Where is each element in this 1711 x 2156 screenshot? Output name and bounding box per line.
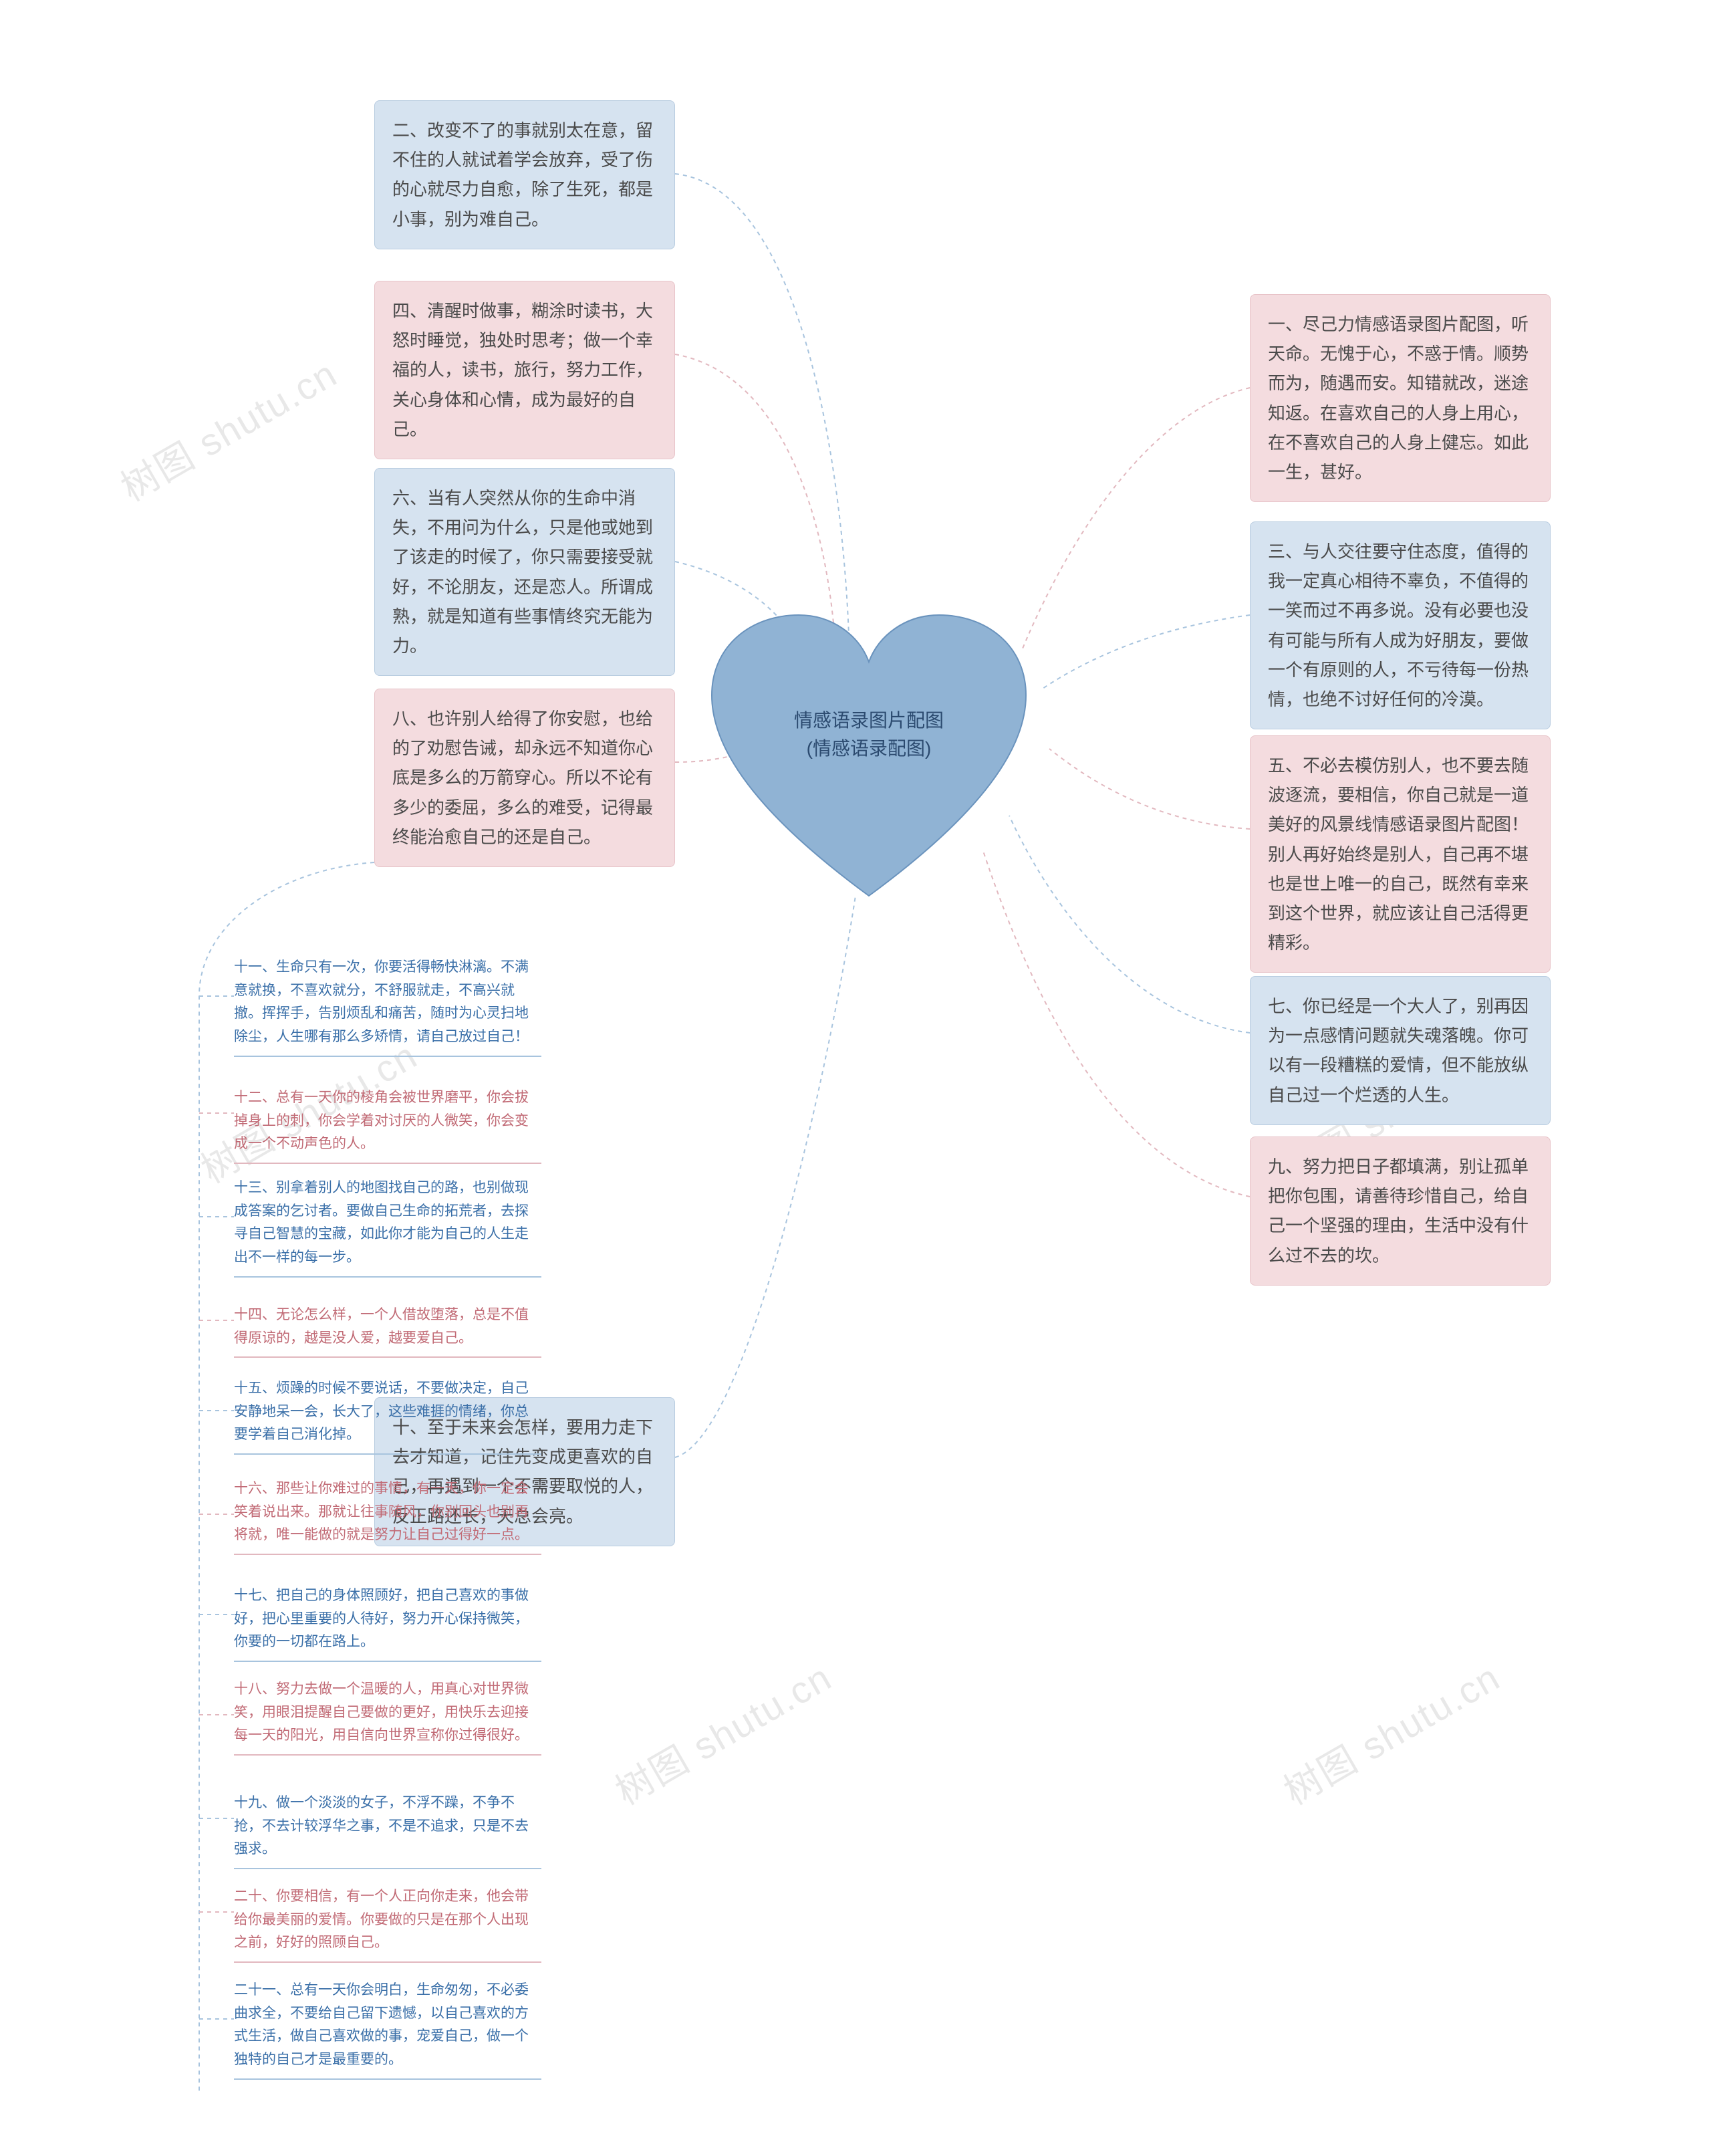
small-15: 十五、烦躁的时候不要说话，不要做决定，自己安静地呆一会，长大了，这些难捱的情绪，… bbox=[234, 1377, 541, 1455]
node-6: 六、当有人突然从你的生命中消失，不用问为什么，只是他或她到了该走的时候了，你只需… bbox=[374, 468, 675, 676]
small-21: 二十一、总有一天你会明白，生命匆匆，不必委曲求全，不要给自己留下遗憾，以自己喜欢… bbox=[234, 1979, 541, 2080]
node-5: 五、不必去模仿别人，也不要去随波逐流，要相信，你自己就是一道美好的风景线情感语录… bbox=[1250, 735, 1551, 973]
node-7: 七、你已经是一个大人了，别再因为一点感情问题就失魂落魄。你可以有一段糟糕的爱情，… bbox=[1250, 976, 1551, 1125]
node-9: 九、努力把日子都填满，别让孤单把你包围，请善待珍惜自己，给自己一个坚强的理由，生… bbox=[1250, 1136, 1551, 1286]
center-heart: 情感语录图片配图(情感语录配图) bbox=[702, 608, 1036, 909]
small-19: 十九、做一个淡淡的女子，不浮不躁，不争不抢，不去计较浮华之事，不是不追求，只是不… bbox=[234, 1792, 541, 1869]
watermark: 树图 shutu.cn bbox=[604, 1648, 840, 1816]
watermark: 树图 shutu.cn bbox=[1273, 1648, 1508, 1816]
node-3: 三、与人交往要守住态度，值得的我一定真心相待不辜负，不值得的一笑而过不再多说。没… bbox=[1250, 521, 1551, 729]
small-16: 十六、那些让你难过的事情，有一天，你一定会笑着说出来。那就让往事随风，你别回头也… bbox=[234, 1477, 541, 1555]
small-11: 十一、生命只有一次，你要活得畅快淋漓。不满意就换，不喜欢就分，不舒服就走，不高兴… bbox=[234, 956, 541, 1057]
small-18: 十八、努力去做一个温暖的人，用真心对世界微笑，用眼泪提醒自己要做的更好，用快乐去… bbox=[234, 1678, 541, 1756]
node-4: 四、清醒时做事，糊涂时读书，大怒时睡觉，独处时思考；做一个幸福的人，读书，旅行，… bbox=[374, 281, 675, 459]
node-8: 八、也许别人给得了你安慰，也给的了劝慰告诫，却永远不知道你心底是多么的万箭穿心。… bbox=[374, 689, 675, 867]
small-17: 十七、把自己的身体照顾好，把自己喜欢的事做好，把心里重要的人待好，努力开心保持微… bbox=[234, 1584, 541, 1662]
small-14: 十四、无论怎么样，一个人借故堕落，总是不值得原谅的，越是没人爱，越要爱自己。 bbox=[234, 1304, 541, 1358]
node-1: 一、尽己力情感语录图片配图，听天命。无愧于心，不惑于情。顺势而为，随遇而安。知错… bbox=[1250, 294, 1551, 502]
watermark: 树图 shutu.cn bbox=[110, 344, 346, 512]
small-12: 十二、总有一天你的棱角会被世界磨平，你会拔掉身上的刺，你会学着对讨厌的人微笑，你… bbox=[234, 1086, 541, 1164]
node-2: 二、改变不了的事就别太在意，留不住的人就试着学会放弃，受了伤的心就尽力自愈，除了… bbox=[374, 100, 675, 249]
center-title: 情感语录图片配图(情感语录配图) bbox=[782, 707, 956, 763]
small-13: 十三、别拿着别人的地图找自己的路，也别做现成答案的乞讨者。要做自己生命的拓荒者，… bbox=[234, 1177, 541, 1278]
small-20: 二十、你要相信，有一个人正向你走来，他会带给你最美丽的爱情。你要做的只是在那个人… bbox=[234, 1885, 541, 1963]
